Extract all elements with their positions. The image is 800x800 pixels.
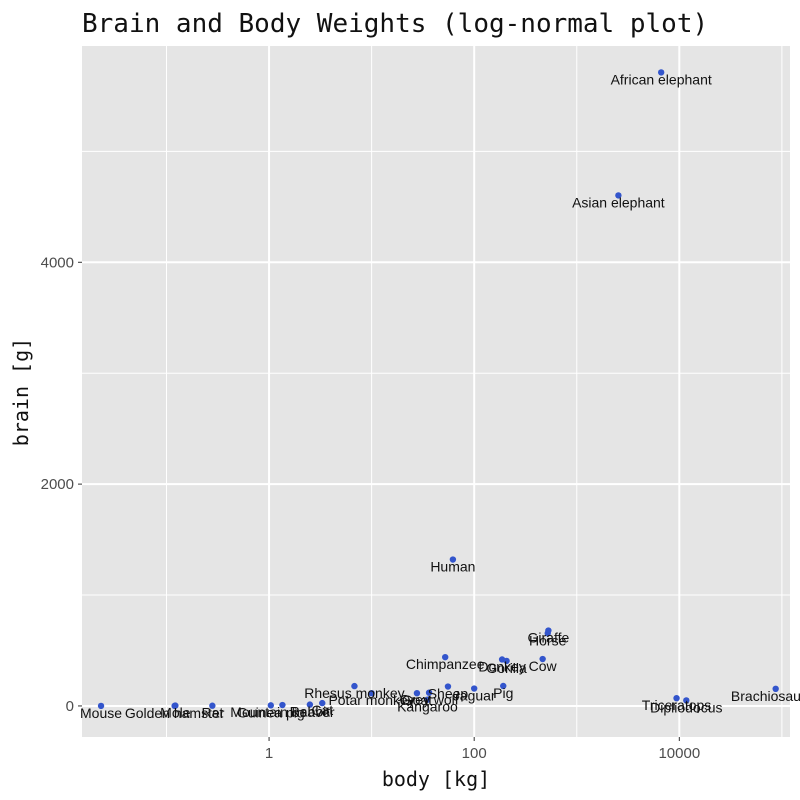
data-point [503,657,510,665]
data-point [319,699,326,707]
point-label: Giraffe [528,630,570,646]
point-label: Gorilla [486,660,527,676]
point-label: Cat [311,702,333,718]
axis-ticks: 1 100 10000 0 2000 4000 [41,254,701,762]
point-label: Mountain beaver [230,704,335,720]
point-label: Guinea pig [237,704,305,720]
point-label: Horse [529,632,567,648]
point-label: Rhesus monkey [304,685,404,701]
data-point [657,69,665,76]
data-point [425,689,433,696]
point-label: Kangaroo [397,699,458,715]
point-label: Brachiosaurus [731,688,800,704]
point-label: Goat [402,692,432,708]
data-point [449,556,457,563]
y-tick-label: 2000 [41,476,74,493]
data-point [470,685,478,692]
data-point [97,702,105,710]
data-point [351,682,358,690]
grid-lines [82,46,790,737]
point-label: Mouse [80,705,122,721]
point-label: Mole [160,705,191,721]
point-label: Chimpanzee [406,656,485,672]
data-point [368,689,375,697]
data-point [442,653,449,661]
point-label: Potar monkey [328,692,414,708]
data-point [772,685,779,693]
point-label: Dipliodocus [650,699,722,715]
data-point [673,694,680,702]
y-tick-label: 0 [66,698,74,715]
data-point [444,683,452,690]
data-points [97,69,779,710]
data-point [539,655,546,663]
point-label: Grey wolf [400,692,459,708]
data-point [500,682,507,690]
point-label: Golden hamster [125,705,225,721]
data-point [306,701,314,708]
point-label: Jaguar [453,688,496,704]
point-label: Rabbit [290,704,331,720]
y-axis-title: brain [g] [9,338,33,446]
point-label: Pig [493,685,513,701]
point-label: Donkey [478,658,525,674]
point-label: Human [430,559,475,575]
data-point [172,702,179,709]
x-axis-title: body [kg] [382,767,490,791]
data-point [413,689,421,697]
data-point [209,702,216,709]
chart-title: Brain and Body Weights (log-normal plot) [82,9,708,39]
y-tick-label: 4000 [41,254,74,271]
x-tick-label: 1 [265,745,273,762]
point-label: Sheep [428,686,469,702]
data-point [545,627,552,634]
point-label: Rat [201,705,223,721]
data-point [615,192,622,199]
point-label: Cow [529,658,558,674]
data-point [267,702,275,709]
data-point [279,701,286,709]
data-point [424,696,431,703]
point-label: African elephant [611,71,712,87]
point-label: Triceratops [642,697,712,713]
data-point [683,697,690,704]
x-tick-label: 100 [462,745,487,762]
point-label: Asian elephant [572,194,665,210]
plot-panel [82,46,790,737]
x-tick-label: 10000 [658,745,700,762]
